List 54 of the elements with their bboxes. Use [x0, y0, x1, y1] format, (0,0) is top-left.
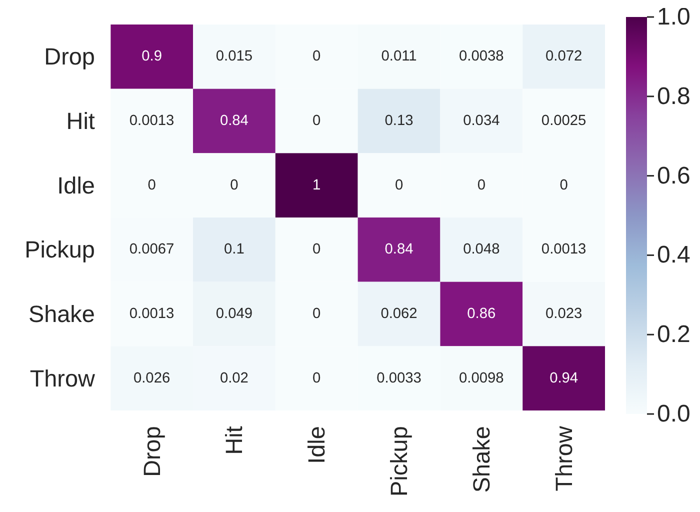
data-label: 0 — [312, 48, 321, 65]
data-label: 0.048 — [463, 242, 500, 258]
data-label: 0 — [312, 370, 321, 386]
color-bar-label: 0.8 — [656, 82, 690, 110]
data-label: 0.0013 — [129, 306, 174, 322]
data-label: 0.9 — [142, 48, 162, 65]
data-label: 0.1 — [224, 242, 244, 258]
x-tick-label: Throw — [550, 426, 577, 492]
data-label: 0.049 — [216, 306, 253, 322]
data-label: 1 — [312, 177, 321, 194]
data-label: 0.0013 — [129, 113, 174, 130]
data-label: 0.84 — [384, 242, 414, 258]
color-bar-label: 0.4 — [656, 242, 690, 269]
data-label: 0.0033 — [376, 370, 422, 386]
color-bar-label: 1.0 — [656, 4, 690, 30]
data-label: 0 — [230, 177, 238, 194]
y-tick-label: Pickup — [24, 236, 95, 263]
y-tick-label: Idle — [57, 172, 95, 198]
data-label: 0.0025 — [541, 113, 586, 130]
data-label: 0.86 — [467, 306, 496, 322]
x-tick-label: Drop — [138, 426, 165, 477]
data-label: 0.011 — [381, 48, 417, 65]
data-label: 0.0067 — [129, 242, 174, 258]
x-tick-label: Pickup — [386, 426, 412, 496]
data-label: 0 — [312, 242, 321, 258]
x-tick-label: Shake — [468, 426, 494, 493]
data-label: 0.072 — [546, 48, 582, 65]
data-label: 0 — [312, 306, 321, 322]
data-label: 0.84 — [220, 113, 248, 130]
data-label: 0 — [148, 177, 156, 194]
data-label: 0.94 — [550, 370, 578, 386]
data-label: 0.062 — [380, 306, 418, 322]
x-tick-label: Hit — [221, 426, 248, 455]
data-label: 0.023 — [546, 306, 582, 322]
y-tick-label: Drop — [44, 44, 95, 70]
color-bar-label: 0.0 — [656, 400, 690, 428]
data-label: 0.015 — [216, 48, 253, 65]
data-label: 0 — [477, 177, 486, 194]
y-tick-label: Throw — [30, 365, 96, 392]
y-tick-label: Hit — [66, 108, 96, 134]
data-label: 0.13 — [384, 113, 414, 130]
data-label: 0.0013 — [541, 242, 586, 258]
x-tick-label: Idle — [304, 426, 330, 464]
data-label: 0 — [560, 177, 568, 194]
data-label: 0.034 — [463, 113, 500, 130]
color-bar-label: 0.2 — [656, 321, 690, 348]
data-label: 0 — [312, 113, 321, 130]
data-label: 0.02 — [220, 370, 248, 386]
data-label: 0.0098 — [459, 370, 504, 386]
y-tick-label: Shake — [28, 300, 95, 327]
data-label: 0.026 — [133, 370, 170, 386]
data-label: 0.0038 — [459, 48, 504, 65]
color-bar-label: 0.6 — [656, 162, 690, 190]
data-label: 0 — [394, 177, 404, 194]
